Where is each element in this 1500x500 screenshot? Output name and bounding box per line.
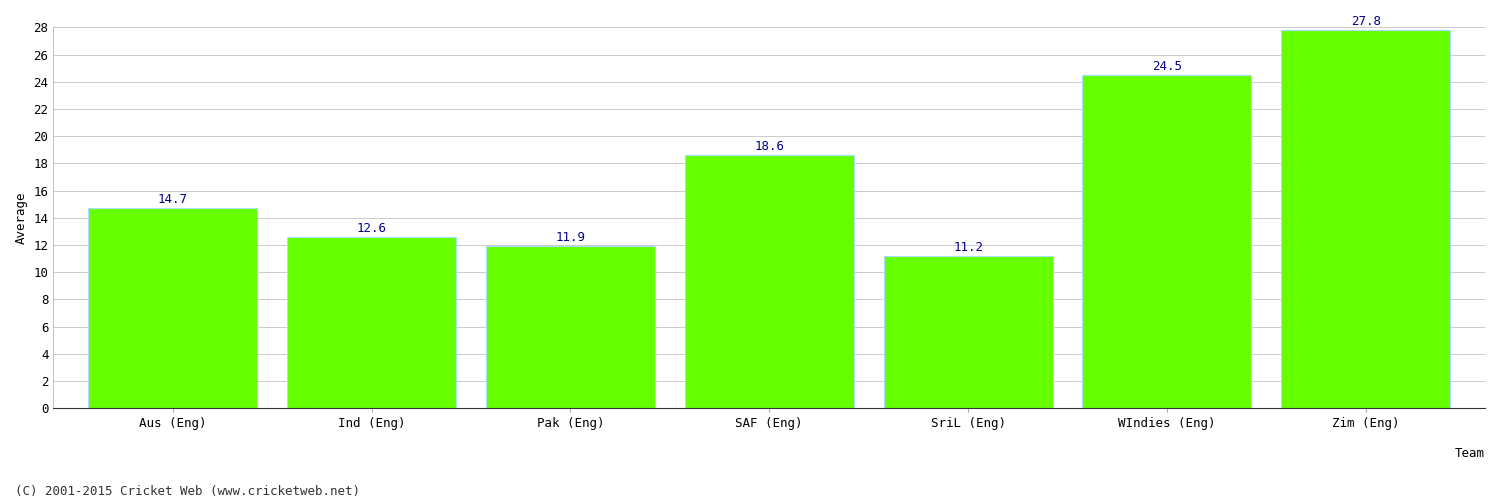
Text: 12.6: 12.6 <box>357 222 387 234</box>
Bar <box>486 246 656 408</box>
Text: 11.9: 11.9 <box>555 231 585 244</box>
Y-axis label: Average: Average <box>15 192 28 244</box>
Text: 24.5: 24.5 <box>1152 60 1182 73</box>
Text: 18.6: 18.6 <box>754 140 784 153</box>
Bar <box>286 237 456 408</box>
Bar <box>884 256 1053 408</box>
Text: 14.7: 14.7 <box>158 193 188 206</box>
Bar <box>88 208 256 408</box>
Bar <box>1281 30 1450 408</box>
Text: (C) 2001-2015 Cricket Web (www.cricketweb.net): (C) 2001-2015 Cricket Web (www.cricketwe… <box>15 485 360 498</box>
Text: Team: Team <box>1455 447 1485 460</box>
Bar <box>1083 75 1251 408</box>
Text: 27.8: 27.8 <box>1350 15 1380 28</box>
Text: 11.2: 11.2 <box>952 241 982 254</box>
Bar <box>684 155 853 408</box>
